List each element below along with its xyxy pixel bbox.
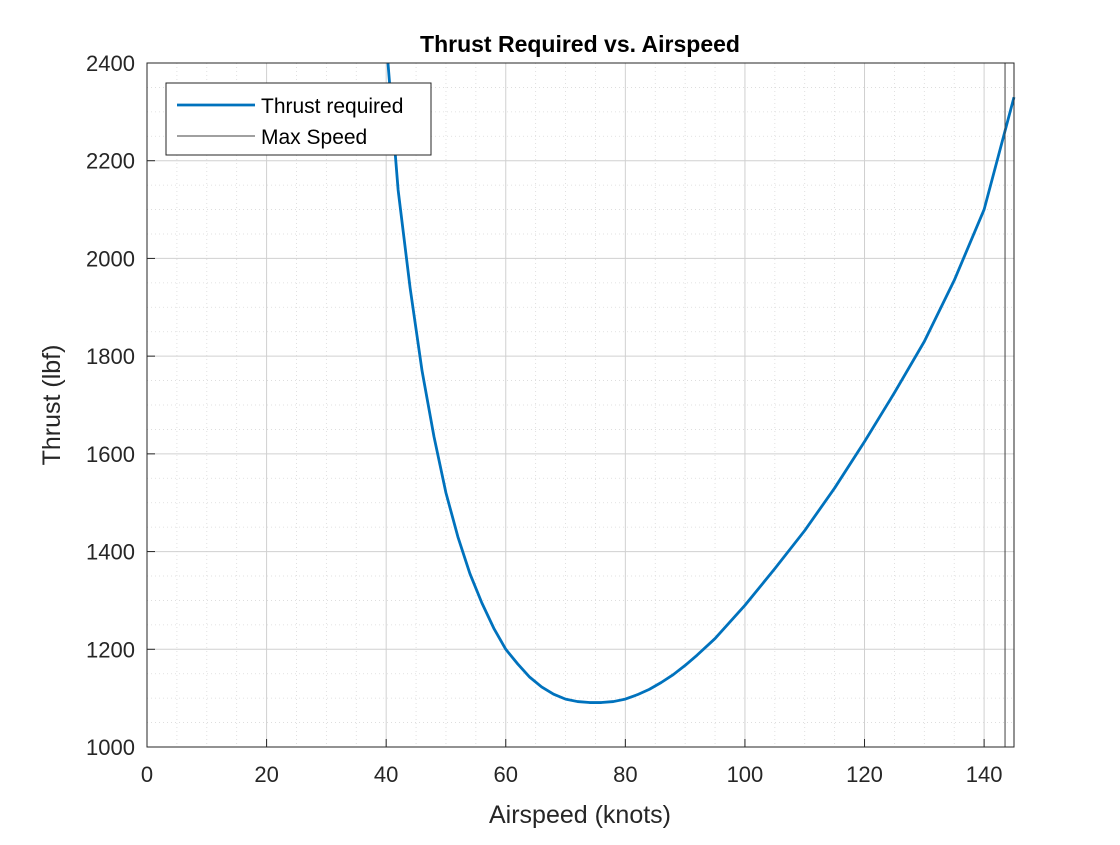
y-tick-label: 1000 <box>86 735 135 760</box>
y-tick-label: 1400 <box>86 540 135 565</box>
series-layer <box>386 62 1016 747</box>
y-tick-label: 2200 <box>86 149 135 174</box>
x-tick-label: 20 <box>254 762 278 787</box>
y-axis-ticks: 1000 1200 1400 1600 1800 2000 2200 2400 <box>86 51 155 760</box>
x-tick-label: 100 <box>727 762 764 787</box>
series-line-thrust-required <box>386 62 1016 704</box>
x-tick-label: 80 <box>613 762 637 787</box>
legend-label-thrust-required: Thrust required <box>261 95 403 118</box>
y-tick-label: 2400 <box>86 51 135 76</box>
legend-box <box>165 82 432 156</box>
x-axis-ticks: 0 20 40 60 80 100 120 140 <box>141 739 1003 787</box>
y-tick-label: 1800 <box>86 344 135 369</box>
y-tick-label: 2000 <box>86 246 135 271</box>
x-axis-label: Airspeed (knots) <box>489 801 671 829</box>
y-axis-label: Thrust (lbf) <box>38 345 66 466</box>
chart-title: Thrust Required vs. Airspeed <box>420 31 740 57</box>
x-tick-label: 40 <box>374 762 398 787</box>
legend-label-max-speed: Max Speed <box>261 126 367 149</box>
legend: Thrust required Max Speed <box>165 82 432 156</box>
y-tick-label: 1200 <box>86 637 135 662</box>
x-tick-label: 120 <box>846 762 883 787</box>
x-tick-label: 0 <box>141 762 153 787</box>
x-tick-label: 140 <box>966 762 1003 787</box>
y-tick-label: 1600 <box>86 442 135 467</box>
x-tick-label: 60 <box>494 762 518 787</box>
plot-frame <box>146 62 1015 748</box>
minor-grid <box>147 63 1015 747</box>
